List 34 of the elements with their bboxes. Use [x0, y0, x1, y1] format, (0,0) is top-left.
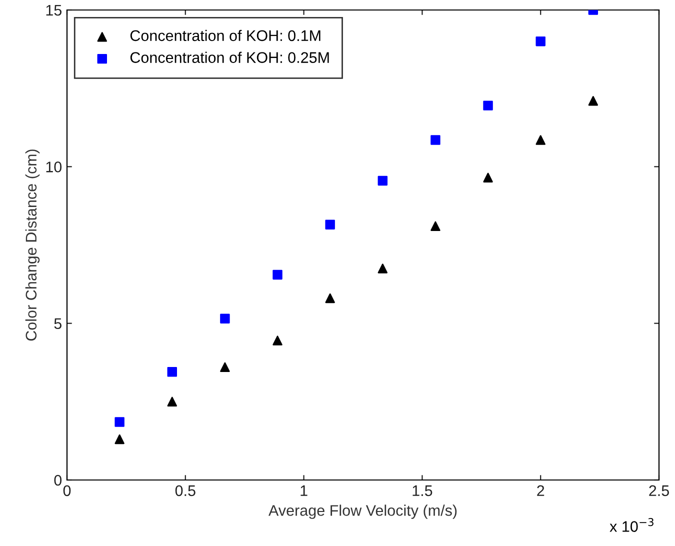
- y-tick-label: 5: [54, 318, 62, 330]
- y-tick-label: 10: [46, 162, 62, 172]
- legend-label: Concentration of KOH: 0.1M: [130, 30, 320, 42]
- point: [536, 36, 546, 46]
- point: [220, 362, 230, 372]
- point: [430, 221, 440, 232]
- point: [325, 220, 335, 230]
- x-tick-label: 1: [300, 485, 308, 496]
- x-tick-label: 1.5: [412, 485, 432, 496]
- y-axis-title: Color Change Distance (cm): [25, 150, 40, 341]
- point: [536, 135, 546, 145]
- point: [483, 172, 493, 182]
- x-tick-label: 0: [63, 485, 71, 496]
- point: [272, 336, 282, 346]
- point: [588, 96, 598, 106]
- x-tick-label: 0.5: [175, 485, 196, 496]
- legend-label: Concentration of KOH: 0.25M: [130, 52, 329, 63]
- point: [430, 135, 440, 145]
- point: [378, 176, 388, 186]
- x-axis-title: Average Flow Velocity (m/s): [268, 504, 457, 519]
- point: [167, 396, 177, 407]
- point: [114, 434, 124, 444]
- point: [483, 100, 493, 110]
- point: [220, 314, 230, 324]
- y-tick-label: 15: [46, 5, 62, 16]
- x-tick-label: 2.5: [649, 485, 669, 496]
- y-tick-label: 0: [54, 474, 62, 486]
- point: [378, 264, 388, 274]
- x-tick-label: 2: [537, 485, 544, 496]
- text: x 10$^{−3}$: [610, 518, 654, 532]
- point: [167, 367, 177, 377]
- point: [272, 270, 282, 280]
- point: [325, 293, 335, 304]
- point: [114, 417, 124, 427]
